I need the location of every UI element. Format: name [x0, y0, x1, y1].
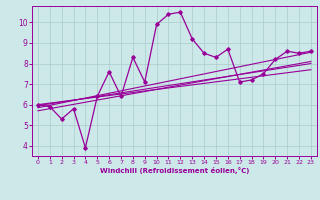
X-axis label: Windchill (Refroidissement éolien,°C): Windchill (Refroidissement éolien,°C) — [100, 167, 249, 174]
